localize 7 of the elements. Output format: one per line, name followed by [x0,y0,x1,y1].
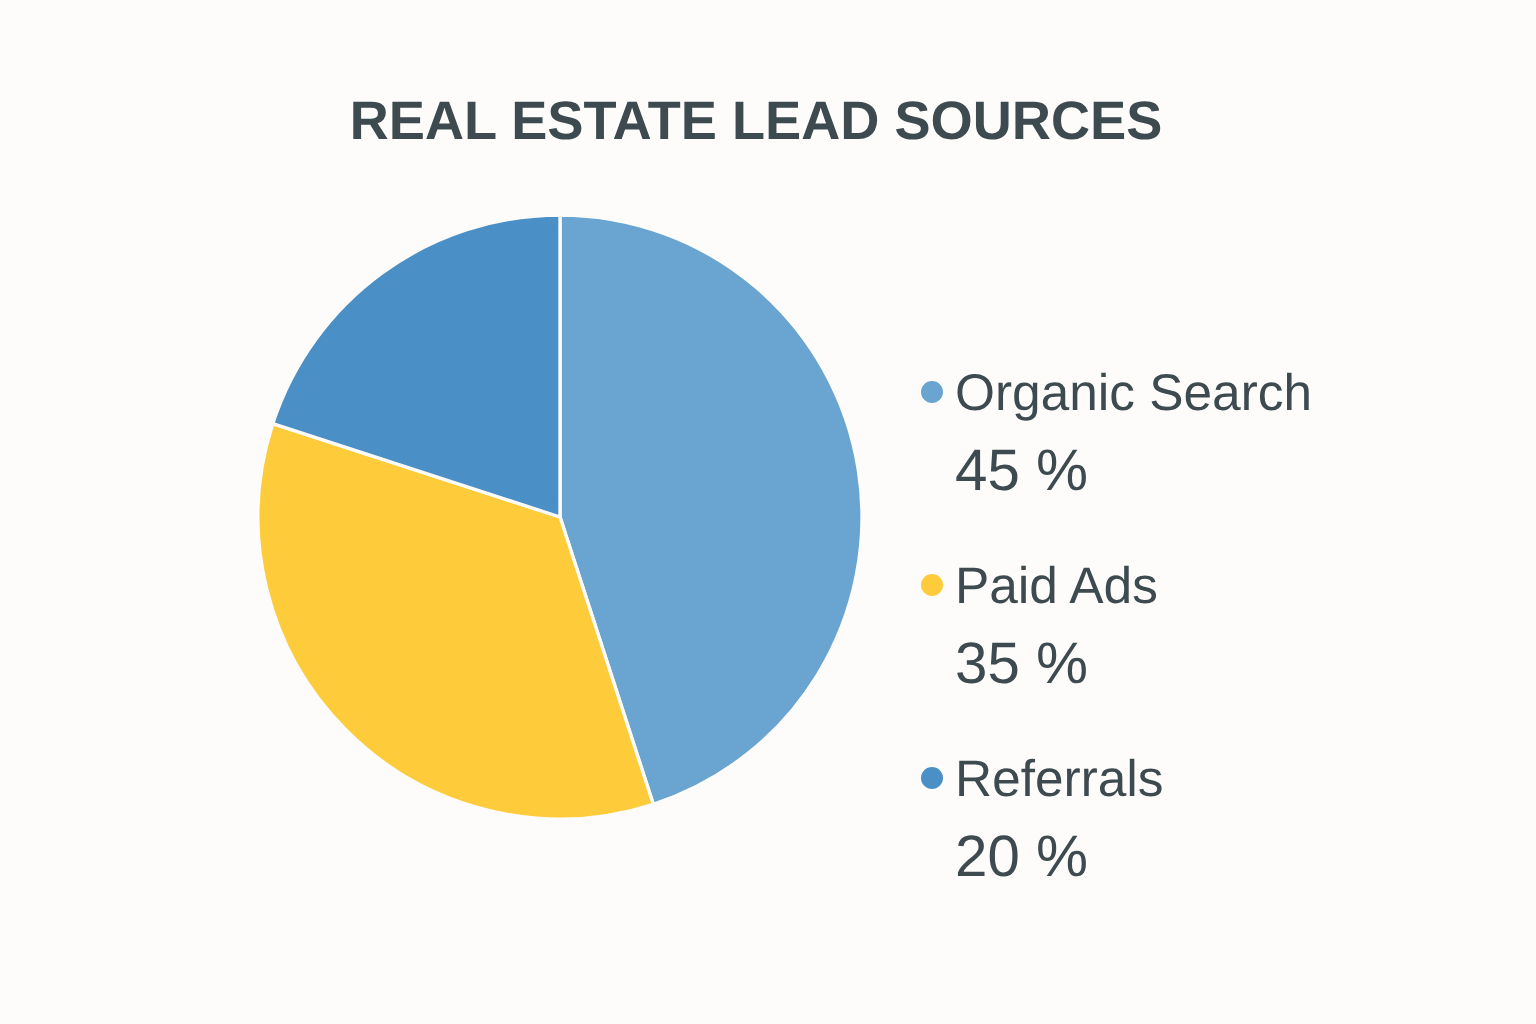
legend-label: Organic Search [957,372,1309,421]
chart-title: REAL ESTATE LEAD SOURCES [353,101,1161,140]
data-label: 20 % [957,835,1086,877]
data-label: 35 % [957,642,1086,684]
legend-label: Referrals [959,758,1162,797]
data-label: 45 % [956,449,1086,491]
legend-label: Paid Ads [959,565,1156,604]
